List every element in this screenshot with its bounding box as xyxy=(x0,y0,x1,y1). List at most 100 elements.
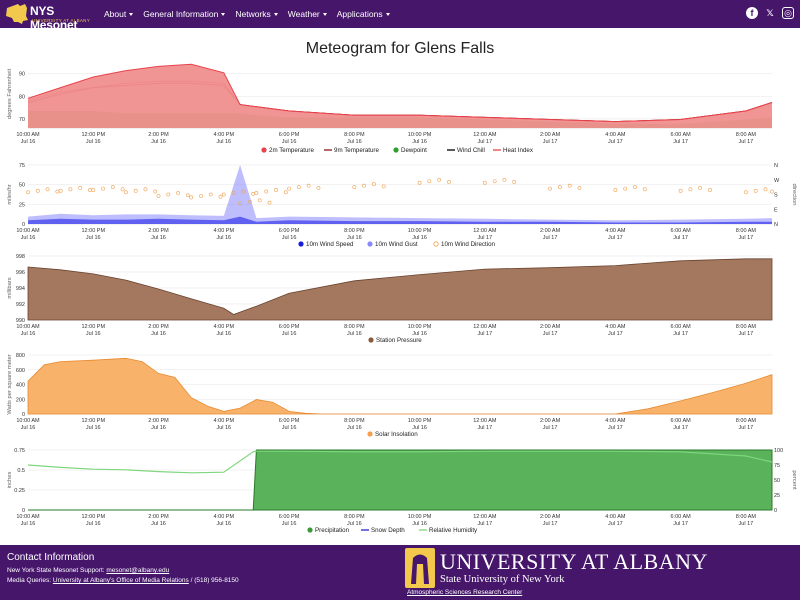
y-tick-label: 0.25 xyxy=(14,488,25,494)
x-tick-day: Jul 16 xyxy=(86,139,101,145)
x-tick-day: Jul 17 xyxy=(608,425,623,431)
nav-applications[interactable]: Applications xyxy=(337,9,390,19)
x-tick-day: Jul 16 xyxy=(151,521,166,527)
wind-direction-point xyxy=(153,189,158,194)
y-tick-label: 70 xyxy=(19,117,25,123)
x-tick-time: 8:00 PM xyxy=(344,228,365,234)
x-tick-day: Jul 17 xyxy=(739,521,754,527)
x-tick-time: 2:00 AM xyxy=(540,324,561,330)
y-axis-label: degrees Fahrenheit xyxy=(7,68,13,119)
x-tick-day: Jul 16 xyxy=(216,331,231,337)
media-relations-link[interactable]: University at Albany's Office of Media R… xyxy=(52,577,189,584)
x-tick-day: Jul 16 xyxy=(216,139,231,145)
x-tick-time: 4:00 AM xyxy=(605,132,626,138)
wind-direction-point xyxy=(512,180,517,184)
x-tick-day: Jul 17 xyxy=(673,139,688,145)
media-phone: / (518) 956-8150 xyxy=(188,577,239,584)
x-twitter-icon[interactable]: 𝕏 xyxy=(766,7,774,18)
x-tick-time: 10:00 AM xyxy=(16,228,40,234)
x-tick-time: 2:00 AM xyxy=(540,418,561,424)
legend-label: Dewpoint xyxy=(401,147,427,154)
wind-direction-point xyxy=(241,189,246,194)
wind-direction-point xyxy=(91,188,96,192)
x-tick-time: 6:00 AM xyxy=(671,418,692,424)
x-tick-day: Jul 17 xyxy=(673,235,688,241)
wind-direction-point xyxy=(231,191,236,195)
page-title: Meteogram for Glens Falls xyxy=(305,40,495,57)
x-tick-time: 4:00 AM xyxy=(605,514,626,520)
y-tick-label: 80 xyxy=(19,94,25,100)
heat-index-area xyxy=(28,64,772,128)
wind-direction-point xyxy=(642,187,647,192)
x-tick-time: 8:00 PM xyxy=(344,324,365,330)
legend-label: Heat Index xyxy=(503,147,534,154)
facebook-icon[interactable]: f xyxy=(746,7,758,19)
x-tick-day: Jul 17 xyxy=(477,139,492,145)
y-axis-label: inches xyxy=(7,472,13,489)
y-tick-label: 400 xyxy=(16,383,25,389)
x-tick-day: Jul 16 xyxy=(151,425,166,431)
pressure-area xyxy=(27,258,773,321)
brand-sub: UNIVERSITY AT ALBANY xyxy=(32,18,91,23)
support-email-link[interactable]: mesonet@albany.edu xyxy=(106,567,170,574)
nav-about[interactable]: About xyxy=(104,9,134,19)
wind-direction-point xyxy=(55,189,60,194)
x-tick-time: 2:00 AM xyxy=(540,132,561,138)
wind-direction-point xyxy=(492,179,497,184)
x-tick-time: 12:00 PM xyxy=(81,132,105,138)
ny-state-icon xyxy=(6,4,28,24)
x-tick-day: Jul 17 xyxy=(608,235,623,241)
x-tick-day: Jul 17 xyxy=(477,425,492,431)
ualbany-shield-icon[interactable] xyxy=(405,548,435,588)
y-tick-label: 50 xyxy=(19,183,25,189)
x-tick-time: 6:00 AM xyxy=(671,324,692,330)
x-tick-day: Jul 17 xyxy=(543,425,558,431)
x-tick-time: 6:00 PM xyxy=(279,514,300,520)
wind-direction-point xyxy=(316,185,321,190)
x-tick-day: Jul 16 xyxy=(151,235,166,241)
asrc-link[interactable]: Atmospheric Sciences Research Center xyxy=(407,589,523,596)
y-tick-label: 25 xyxy=(19,202,25,208)
y-tick-label: 992 xyxy=(16,302,25,308)
y2-tick-label: 50 xyxy=(774,478,780,484)
x-tick-day: Jul 17 xyxy=(543,235,558,241)
y2-tick-label: W xyxy=(774,178,780,184)
x-tick-day: Jul 16 xyxy=(21,139,36,145)
x-tick-day: Jul 17 xyxy=(608,331,623,337)
x-tick-time: 12:00 PM xyxy=(81,418,105,424)
wind-direction-point xyxy=(287,186,291,191)
nys-mesonet-logo[interactable]: NYS Mesonet UNIVERSITY AT ALBANY xyxy=(4,2,98,32)
instagram-icon[interactable]: ◎ xyxy=(782,7,794,19)
x-tick-time: 6:00 PM xyxy=(279,228,300,234)
wind-direction-point xyxy=(743,190,748,195)
legend-label: Snow Depth xyxy=(371,527,405,534)
nav-networks-label: Networks xyxy=(235,9,271,19)
wind-direction-point xyxy=(548,186,553,191)
y-tick-label: 998 xyxy=(16,254,25,260)
x-tick-day: Jul 16 xyxy=(21,425,36,431)
y2-axis-label: direction xyxy=(791,184,797,206)
x-tick-time: 4:00 AM xyxy=(605,324,626,330)
y2-tick-label: N xyxy=(774,163,778,169)
wind-direction-point xyxy=(88,188,92,192)
x-tick-time: 12:00 AM xyxy=(473,228,497,234)
x-tick-day: Jul 16 xyxy=(216,521,231,527)
main-nav: About General Information Networks Weath… xyxy=(99,0,395,28)
ualbany-wordmark[interactable]: UNIVERSITY AT ALBANY xyxy=(440,549,708,574)
wind-direction-point xyxy=(613,188,618,192)
nav-networks[interactable]: Networks xyxy=(235,9,278,19)
x-tick-day: Jul 17 xyxy=(608,521,623,527)
nav-weather[interactable]: Weather xyxy=(288,9,327,19)
y-tick-label: 0.5 xyxy=(17,468,25,474)
x-tick-day: Jul 16 xyxy=(347,139,362,145)
precip-area xyxy=(28,449,773,511)
y2-axis-label: percent xyxy=(791,470,797,490)
x-tick-day: Jul 16 xyxy=(151,331,166,337)
wind-direction-point xyxy=(753,188,758,193)
x-tick-day: Jul 16 xyxy=(412,521,427,527)
nav-general-information[interactable]: General Information xyxy=(143,9,226,19)
wind-direction-point xyxy=(352,185,357,190)
wind-direction-point xyxy=(633,185,637,190)
